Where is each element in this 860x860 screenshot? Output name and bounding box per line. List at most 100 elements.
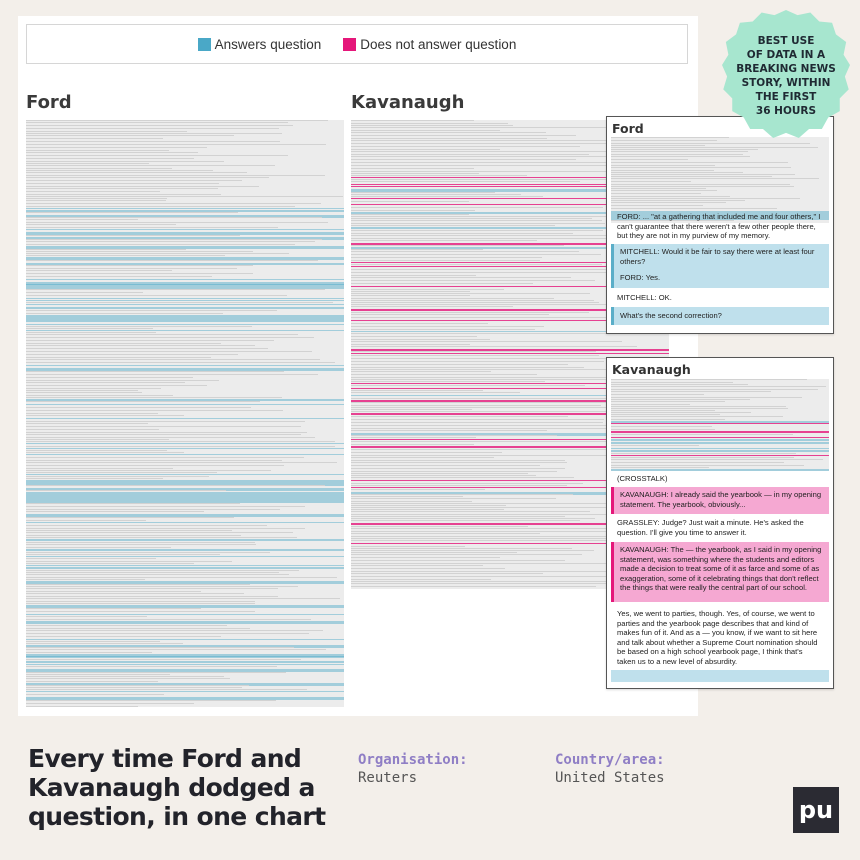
ford-excerpt-line: FORD: Yes.	[611, 268, 829, 288]
transcript-line-answer	[26, 304, 344, 305]
transcript-line-neutral	[26, 310, 277, 311]
transcript-line-answer	[26, 621, 344, 623]
transcript-line-neutral	[26, 351, 312, 352]
transcript-line-neutral	[351, 165, 641, 166]
transcript-line-answer	[611, 448, 829, 449]
transcript-line-neutral	[351, 444, 474, 445]
legend-label-answers: Answers question	[214, 36, 322, 52]
transcript-line-neutral	[351, 489, 485, 490]
transcript-line-neutral	[611, 457, 794, 458]
transcript-line-answer	[26, 279, 344, 280]
transcript-line-neutral	[26, 676, 225, 677]
transcript-line-answer	[26, 298, 344, 299]
transcript-line-neutral	[26, 472, 218, 473]
transcript-line-neutral	[351, 291, 471, 292]
transcript-line-neutral	[26, 194, 222, 195]
transcript-line-neutral	[26, 131, 188, 132]
transcript-line-neutral	[26, 470, 271, 471]
transcript-line-neutral	[611, 140, 717, 141]
transcript-line-neutral	[26, 198, 168, 199]
transcript-line-neutral	[351, 536, 648, 537]
transcript-line-neutral	[351, 550, 594, 551]
transcript-line-neutral	[26, 357, 212, 358]
transcript-line-neutral	[26, 672, 287, 673]
transcript-line-neutral	[26, 485, 326, 486]
transcript-line-neutral	[351, 409, 473, 410]
transcript-line-neutral	[26, 155, 289, 156]
transcript-line-neutral	[611, 462, 785, 463]
transcript-line-neutral	[611, 384, 748, 385]
transcript-line-answer	[26, 330, 344, 331]
transcript-line-neutral	[26, 703, 195, 704]
transcript-line-answer	[26, 232, 344, 235]
transcript-line-neutral	[26, 295, 287, 296]
transcript-line-neutral	[351, 498, 556, 499]
legend: Answers question Does not answer questio…	[26, 24, 688, 64]
transcript-line-neutral	[351, 235, 661, 236]
transcript-line-neutral	[351, 295, 470, 296]
transcript-line-neutral	[26, 468, 173, 469]
transcript-line-neutral	[26, 313, 224, 314]
transcript-line-neutral	[351, 351, 597, 352]
transcript-line-neutral	[611, 465, 805, 466]
transcript-line-neutral	[26, 385, 208, 386]
transcript-line-neutral	[351, 326, 544, 327]
transcript-line-neutral	[26, 147, 207, 148]
transcript-line-neutral	[351, 344, 471, 345]
transcript-line-neutral	[611, 406, 786, 407]
transcript-line-neutral	[26, 180, 242, 181]
transcript-line-neutral	[351, 171, 607, 172]
ford-excerpt-card: Ford FORD: ... "at a gathering that incl…	[606, 116, 834, 334]
transcript-line-neutral	[351, 367, 585, 368]
transcript-line-neutral	[26, 439, 170, 440]
transcript-line-neutral	[351, 428, 641, 429]
transcript-line-neutral	[351, 576, 606, 577]
transcript-line-neutral	[351, 210, 475, 211]
transcript-line-neutral	[351, 341, 623, 342]
transcript-line-neutral	[351, 422, 604, 423]
transcript-line-neutral	[351, 289, 505, 290]
transcript-line-answer	[26, 315, 344, 318]
transcript-line-neutral	[351, 223, 606, 224]
transcript-line-answer	[26, 656, 344, 658]
transcript-line-neutral	[26, 584, 251, 585]
award-badge-text: BEST USE OF DATA IN A BREAKING NEWS STOR…	[736, 35, 836, 117]
transcript-line-answer	[351, 492, 669, 495]
transcript-line-neutral	[351, 568, 505, 569]
transcript-line-neutral	[26, 239, 322, 240]
transcript-line-neutral	[26, 122, 289, 123]
transcript-line-answer	[611, 442, 829, 444]
transcript-line-neutral	[351, 435, 557, 436]
transcript-line-answer	[26, 556, 344, 557]
transcript-line-answer	[26, 683, 344, 686]
transcript-line-answer	[611, 211, 829, 214]
transcript-line-neutral	[351, 361, 604, 362]
transcript-line-neutral	[26, 429, 159, 430]
transcript-line-neutral	[26, 168, 172, 169]
transcript-line-neutral	[26, 542, 255, 543]
transcript-line-neutral	[351, 475, 536, 476]
transcript-line-neutral	[26, 354, 238, 355]
transcript-line-answer	[26, 664, 344, 665]
transcript-line-answer	[26, 215, 344, 218]
transcript-line-answer	[26, 605, 344, 608]
transcript-line-answer	[26, 514, 344, 517]
transcript-line-neutral	[26, 371, 285, 372]
transcript-line-neutral	[351, 314, 549, 315]
legend-item-answers: Answers question	[197, 36, 322, 52]
transcript-line-neutral	[26, 506, 306, 507]
transcript-line-neutral	[26, 227, 278, 228]
transcript-line-neutral	[351, 277, 571, 278]
transcript-line-neutral	[26, 666, 277, 667]
transcript-line-neutral	[26, 511, 205, 512]
transcript-line-neutral	[611, 408, 788, 409]
transcript-line-neutral	[351, 181, 581, 182]
transcript-line-neutral	[611, 170, 715, 171]
transcript-line-neutral	[351, 452, 502, 453]
transcript-line-neutral	[351, 514, 645, 515]
transcript-line-answer	[26, 498, 344, 500]
transcript-line-neutral	[26, 413, 159, 414]
transcript-line-neutral	[26, 273, 254, 274]
transcript-line-answer	[26, 495, 344, 498]
transcript-line-neutral	[26, 432, 308, 433]
